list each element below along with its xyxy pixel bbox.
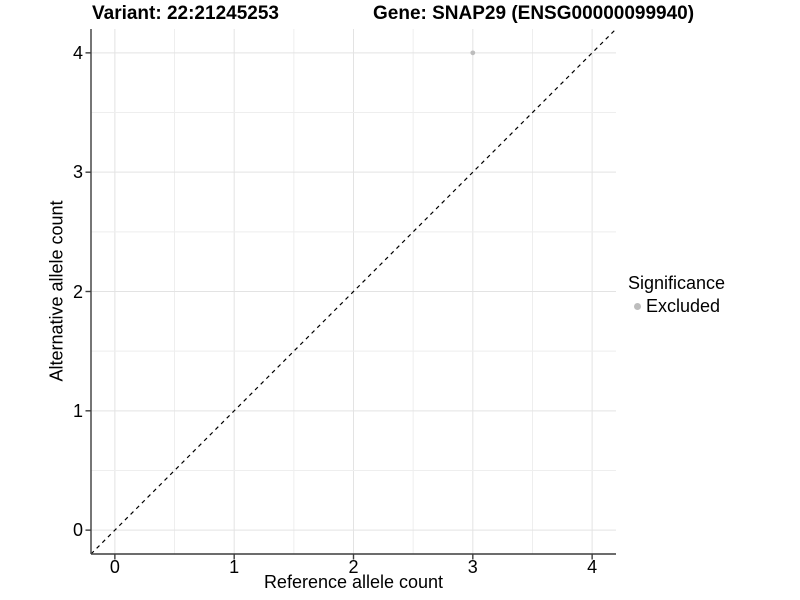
data-point	[470, 50, 476, 56]
x-axis-title: Reference allele count	[263, 572, 444, 592]
legend-title: Significance	[628, 273, 726, 293]
x-tick-label: 3	[467, 557, 478, 577]
x-tick-label: 2	[348, 557, 359, 577]
y-tick-label: 0	[72, 520, 83, 541]
legend-entries: Excluded	[628, 296, 725, 317]
legend-entry-label: Excluded	[646, 295, 721, 316]
x-tick-label: 0	[109, 557, 120, 577]
x-axis-tick-labels: 0 1 2 3 4	[91, 558, 616, 580]
y-axis-tick-labels: 0 1 2 3 4	[0, 29, 83, 554]
identity-reference-line	[90, 28, 617, 555]
y-tick-label: 4	[72, 42, 83, 63]
x-tick-label: 4	[587, 557, 598, 577]
y-tick-label: 3	[72, 162, 83, 183]
legend-key-dot-icon	[634, 302, 641, 310]
x-tick-label: 1	[229, 557, 240, 577]
y-tick-label: 2	[72, 281, 83, 302]
plot-title-gene: Gene: SNAP29 (ENSG00000099940)	[373, 3, 695, 24]
plot-panel	[85, 28, 617, 560]
legend-entry: Excluded	[628, 296, 725, 317]
y-tick-label: 1	[72, 400, 83, 421]
plot-title-variant: Variant: 22:21245253	[92, 3, 279, 24]
legend: Significance Excluded	[628, 273, 725, 316]
